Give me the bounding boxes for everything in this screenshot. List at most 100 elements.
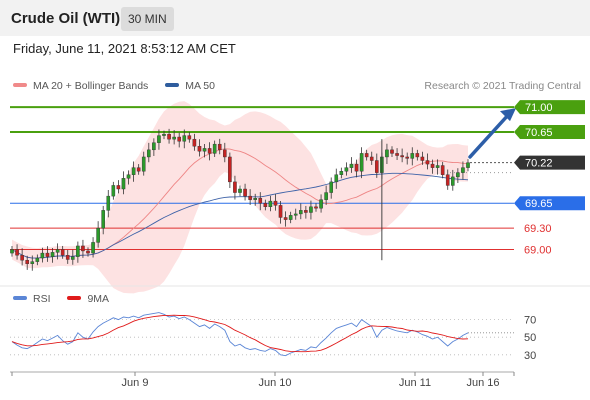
candle-body-25: [136, 167, 141, 172]
candle-32: [172, 130, 176, 145]
candle-4: [30, 255, 35, 271]
credit-text: Research © 2021 Trading Central: [424, 80, 581, 92]
candle-58: [304, 205, 308, 219]
rsi-9ma-line: [11, 314, 469, 353]
candle-78: [405, 152, 410, 165]
candle-body-47: [248, 195, 252, 200]
rsi-legend: RSI 9MA: [13, 293, 109, 305]
candle-body-24: [131, 167, 136, 175]
candle-1: [15, 244, 19, 260]
candle-body-35: [187, 135, 192, 140]
candle-body-7: [45, 252, 50, 257]
candle-27: [146, 142, 151, 163]
candle-body-22: [121, 178, 126, 190]
rsi-line: [11, 312, 469, 357]
candle-body-66: [344, 167, 349, 172]
legend-item-rsi: RSI: [13, 293, 51, 305]
candle-body-85: [440, 165, 445, 175]
rsi-tick-label-0: 70: [524, 315, 536, 327]
candle-56: [293, 208, 298, 220]
candle-body-52: [273, 200, 278, 206]
candle-69: [359, 147, 364, 179]
candle-52: [273, 194, 278, 211]
legend-swatch-bollinger: [13, 83, 27, 88]
candle-66: [344, 162, 349, 176]
price-level-text-3: 69.65: [525, 198, 553, 210]
candle-14: [81, 239, 85, 258]
candle-body-90: [466, 162, 470, 168]
candle-body-12: [70, 256, 75, 260]
candle-21: [116, 180, 121, 194]
candle-87: [451, 169, 455, 191]
candle-55: [288, 211, 293, 224]
legend-swatch-9ma: [67, 296, 82, 301]
candle-body-19: [106, 195, 111, 211]
candle-25: [136, 164, 141, 175]
candle-body-78: [405, 156, 410, 159]
candle-body-18: [101, 210, 105, 229]
candle-body-5: [35, 257, 40, 262]
candle-body-75: [390, 149, 394, 154]
price-level-text-0: 71.00: [525, 102, 553, 114]
rsi-tick-label-1: 50: [524, 332, 536, 344]
candle-body-50: [263, 203, 268, 208]
candle-body-61: [319, 199, 323, 209]
candle-51: [268, 195, 273, 212]
candle-23: [126, 170, 131, 185]
candle-body-65: [339, 170, 344, 175]
candle-81: [420, 151, 425, 165]
legend-label-rsi: RSI: [33, 293, 51, 305]
candle-body-77: [400, 155, 404, 158]
candle-61: [319, 194, 323, 213]
bollinger-band-area: [12, 101, 468, 294]
candle-0: [10, 245, 14, 257]
price-level-text-5: 69.00: [524, 245, 552, 257]
candle-body-0: [10, 249, 14, 254]
legend-item-9ma: 9MA: [67, 293, 109, 305]
candle-body-51: [268, 200, 273, 208]
price-level-text-1: 70.65: [525, 127, 553, 139]
candle-body-69: [359, 153, 364, 172]
candle-body-83: [430, 163, 435, 168]
candle-6: [40, 247, 45, 263]
candle-67: [349, 157, 354, 173]
candle-body-38: [202, 148, 207, 152]
interval-button[interactable]: 30 MIN: [121, 7, 174, 31]
candle-37: [197, 139, 202, 157]
candle-40: [212, 140, 217, 157]
candle-77: [400, 148, 404, 163]
candle-59: [309, 200, 313, 220]
candle-8: [50, 247, 55, 263]
candle-85: [440, 161, 445, 179]
price-level-tag-3: [514, 196, 585, 211]
candle-5: [35, 254, 40, 266]
candle-body-2: [20, 255, 24, 261]
candle-57: [299, 203, 303, 220]
legend-swatch-rsi: [13, 296, 27, 301]
candle-body-71: [369, 156, 374, 161]
candle-body-28: [152, 142, 156, 151]
candle-46: [243, 183, 247, 201]
candle-75: [390, 146, 394, 157]
candle-80: [415, 149, 420, 161]
candle-38: [202, 144, 207, 158]
candle-89: [461, 161, 465, 180]
legend-swatch-ma50: [165, 83, 180, 88]
candle-13: [76, 241, 80, 263]
candle-43: [228, 152, 232, 189]
candle-body-68: [354, 163, 359, 172]
candle-79: [410, 147, 415, 166]
candle-body-88: [456, 172, 460, 178]
price-level-tag-2: [514, 155, 585, 170]
candle-3: [25, 255, 30, 270]
candle-body-39: [207, 148, 212, 154]
candle-body-37: [197, 146, 202, 152]
price-level-label-1: 70.65: [514, 125, 585, 140]
candle-47: [248, 189, 252, 205]
candle-body-79: [410, 153, 415, 159]
time-tick-label-0: Jun 9: [122, 377, 149, 389]
forecast-arrow-shaft: [468, 113, 510, 159]
candle-body-20: [111, 185, 116, 197]
candle-body-59: [309, 206, 313, 213]
